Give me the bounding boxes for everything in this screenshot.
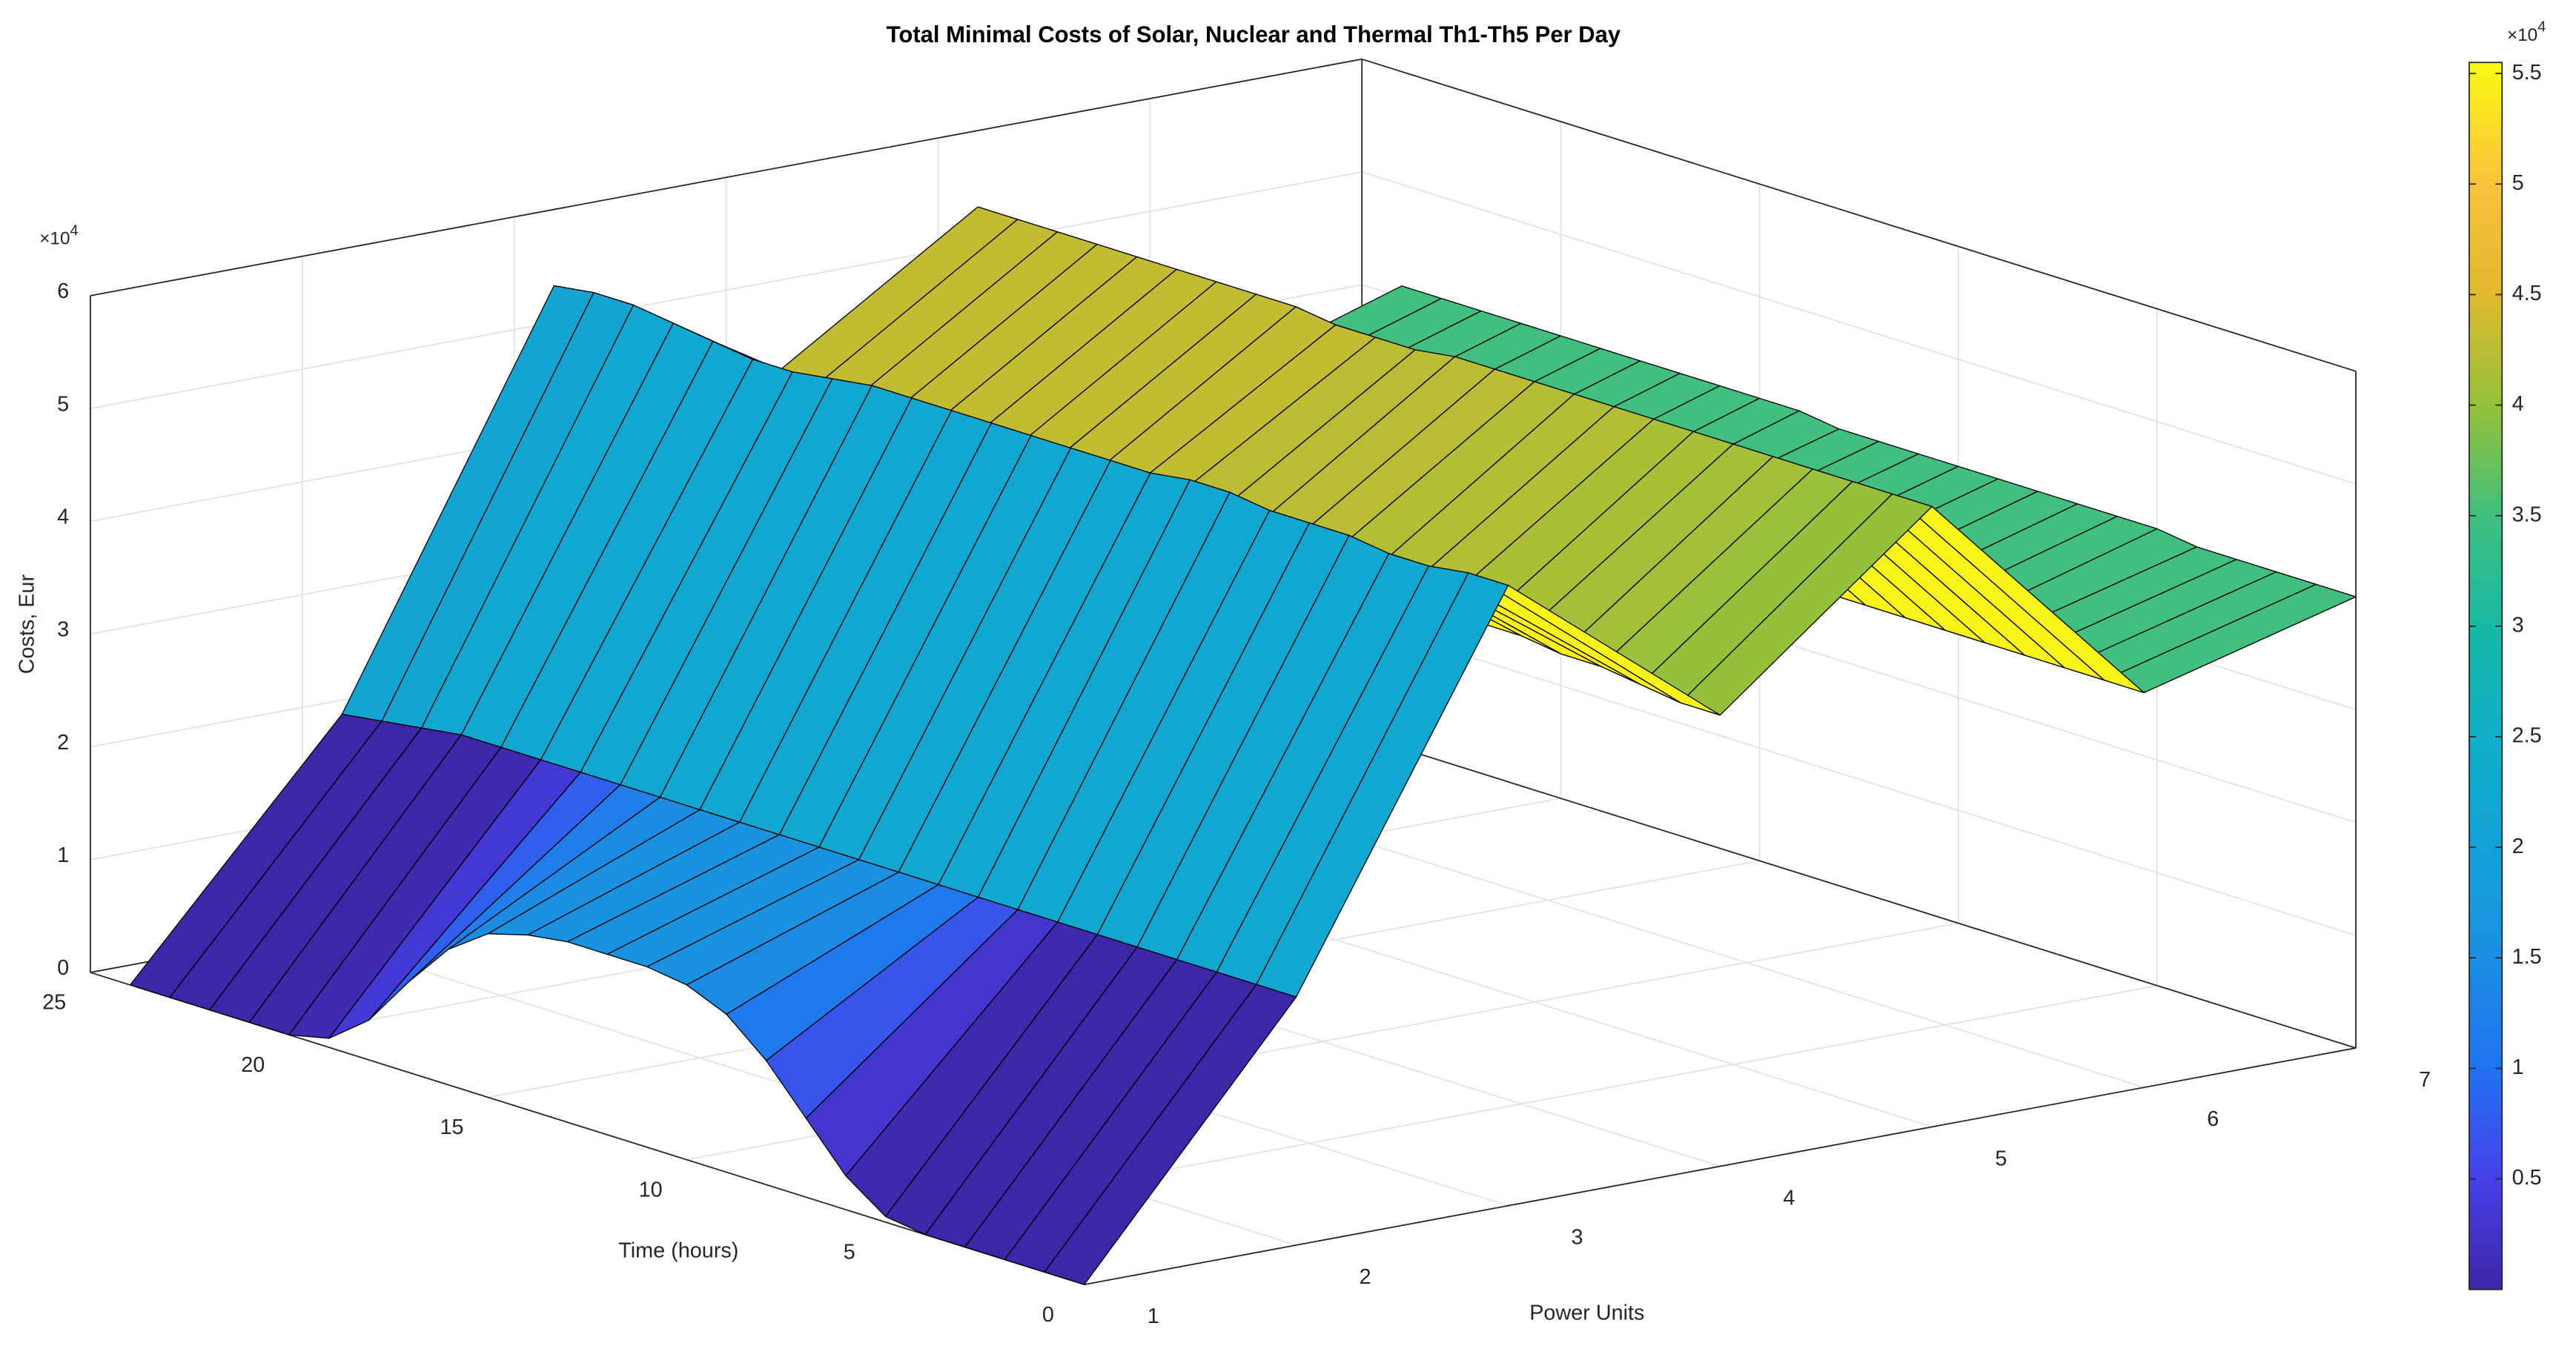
- colorbar-scale: [2469, 62, 2503, 1290]
- axis-box: [1084, 1047, 2357, 1285]
- grid-line: [1361, 622, 2357, 936]
- z-axis-label: Costs, Eur: [15, 574, 39, 674]
- z-multiplier: ×104: [39, 223, 78, 249]
- z-tick-label: 4: [57, 505, 69, 528]
- x-tick-label: 4: [1783, 1186, 1795, 1210]
- colorbar-tick-label: 3.5: [2512, 503, 2542, 526]
- colorbar-tick-label: 4.5: [2512, 282, 2542, 305]
- x-tick-label: 1: [1148, 1304, 1159, 1328]
- grid-line: [1361, 171, 2357, 485]
- colorbar-tick-label: 2.5: [2512, 724, 2542, 748]
- colorbar-tick-label: 1.5: [2512, 945, 2542, 969]
- colorbar-tick-label: 0.5: [2512, 1166, 2542, 1190]
- y-tick-label: 20: [241, 1053, 265, 1077]
- y-tick-label: 15: [440, 1115, 463, 1139]
- grid-line: [90, 171, 1363, 409]
- multiplier-exponent: 4: [70, 223, 79, 239]
- axis-box: [1361, 735, 2357, 1049]
- colorbar: 0.5 1 1.5 2 2.5 3 3.5 4 4.5 5 5.5: [2469, 61, 2542, 1290]
- x-tick-label: 7: [2419, 1068, 2431, 1092]
- y-tick-label: 0: [1042, 1303, 1054, 1327]
- multiplier-base: ×10: [2507, 25, 2537, 45]
- z-tick-label: 3: [57, 618, 69, 642]
- x-tick-label: 5: [1995, 1147, 2007, 1170]
- z-tick-label: 2: [57, 731, 69, 755]
- x-tick-label: 3: [1572, 1226, 1583, 1250]
- z-tick-label: 0: [57, 956, 69, 980]
- labels: Total Minimal Costs of Solar, Nuclear an…: [15, 19, 2546, 1328]
- x-tick-label: 6: [2207, 1107, 2219, 1131]
- colorbar-tick-label: 1: [2512, 1055, 2524, 1079]
- colorbar-tick-label: 5: [2512, 171, 2524, 195]
- colorbar-multiplier: ×104: [2507, 19, 2546, 45]
- axis-box: [90, 58, 1363, 296]
- x-tick-label: 2: [1360, 1265, 1371, 1289]
- y-tick-label: 10: [639, 1178, 663, 1201]
- surface: [129, 206, 2357, 1285]
- y-tick-label: 25: [42, 991, 66, 1015]
- x-axis-label: Power Units: [1529, 1302, 1644, 1325]
- surface-face: [1044, 984, 1297, 1285]
- chart-title: Total Minimal Costs of Solar, Nuclear an…: [887, 21, 1621, 47]
- y-tick-label: 5: [844, 1241, 855, 1264]
- z-tick-label: 6: [57, 279, 69, 303]
- colorbar-tick-label: 2: [2512, 835, 2524, 858]
- colorbar-tick-label: 3: [2512, 613, 2524, 637]
- multiplier-base: ×10: [39, 229, 70, 249]
- colorbar-tick-label: 5.5: [2512, 61, 2542, 84]
- z-tick-label: 1: [57, 843, 69, 867]
- multiplier-exponent: 4: [2537, 19, 2546, 36]
- z-tick-label: 5: [57, 392, 69, 416]
- colorbar-tick-label: 4: [2512, 392, 2524, 416]
- y-axis-label: Time (hours): [618, 1239, 738, 1262]
- axis-box: [1361, 58, 2357, 372]
